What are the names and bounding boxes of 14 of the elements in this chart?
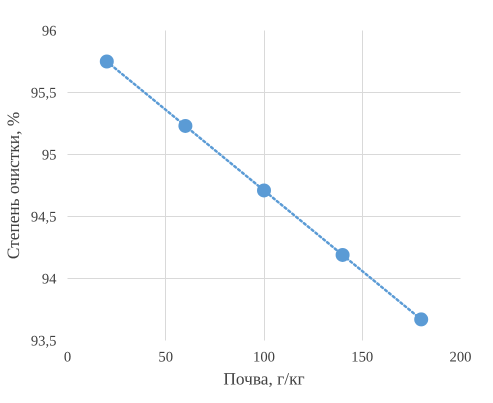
x-tick-label: 50 (158, 350, 174, 366)
x-axis-title: Почва, г/кг (223, 370, 305, 388)
x-tick-label: 100 (253, 350, 275, 366)
y-tick-label: 95 (42, 148, 56, 164)
point (100, 54, 114, 68)
y-axis-title: Степень очистки, % (4, 112, 23, 260)
y-tick-label: 94,5 (30, 210, 57, 226)
y-tick-label: 95,5 (30, 86, 57, 102)
x-tick-label: 0 (64, 350, 72, 366)
y-tick-label: 94 (42, 272, 58, 288)
x-tick-label: 200 (450, 350, 472, 366)
y-tick-label: 93,5 (30, 334, 57, 350)
x-tick-label: 150 (351, 350, 374, 366)
y-tick-label: 96 (42, 24, 56, 40)
